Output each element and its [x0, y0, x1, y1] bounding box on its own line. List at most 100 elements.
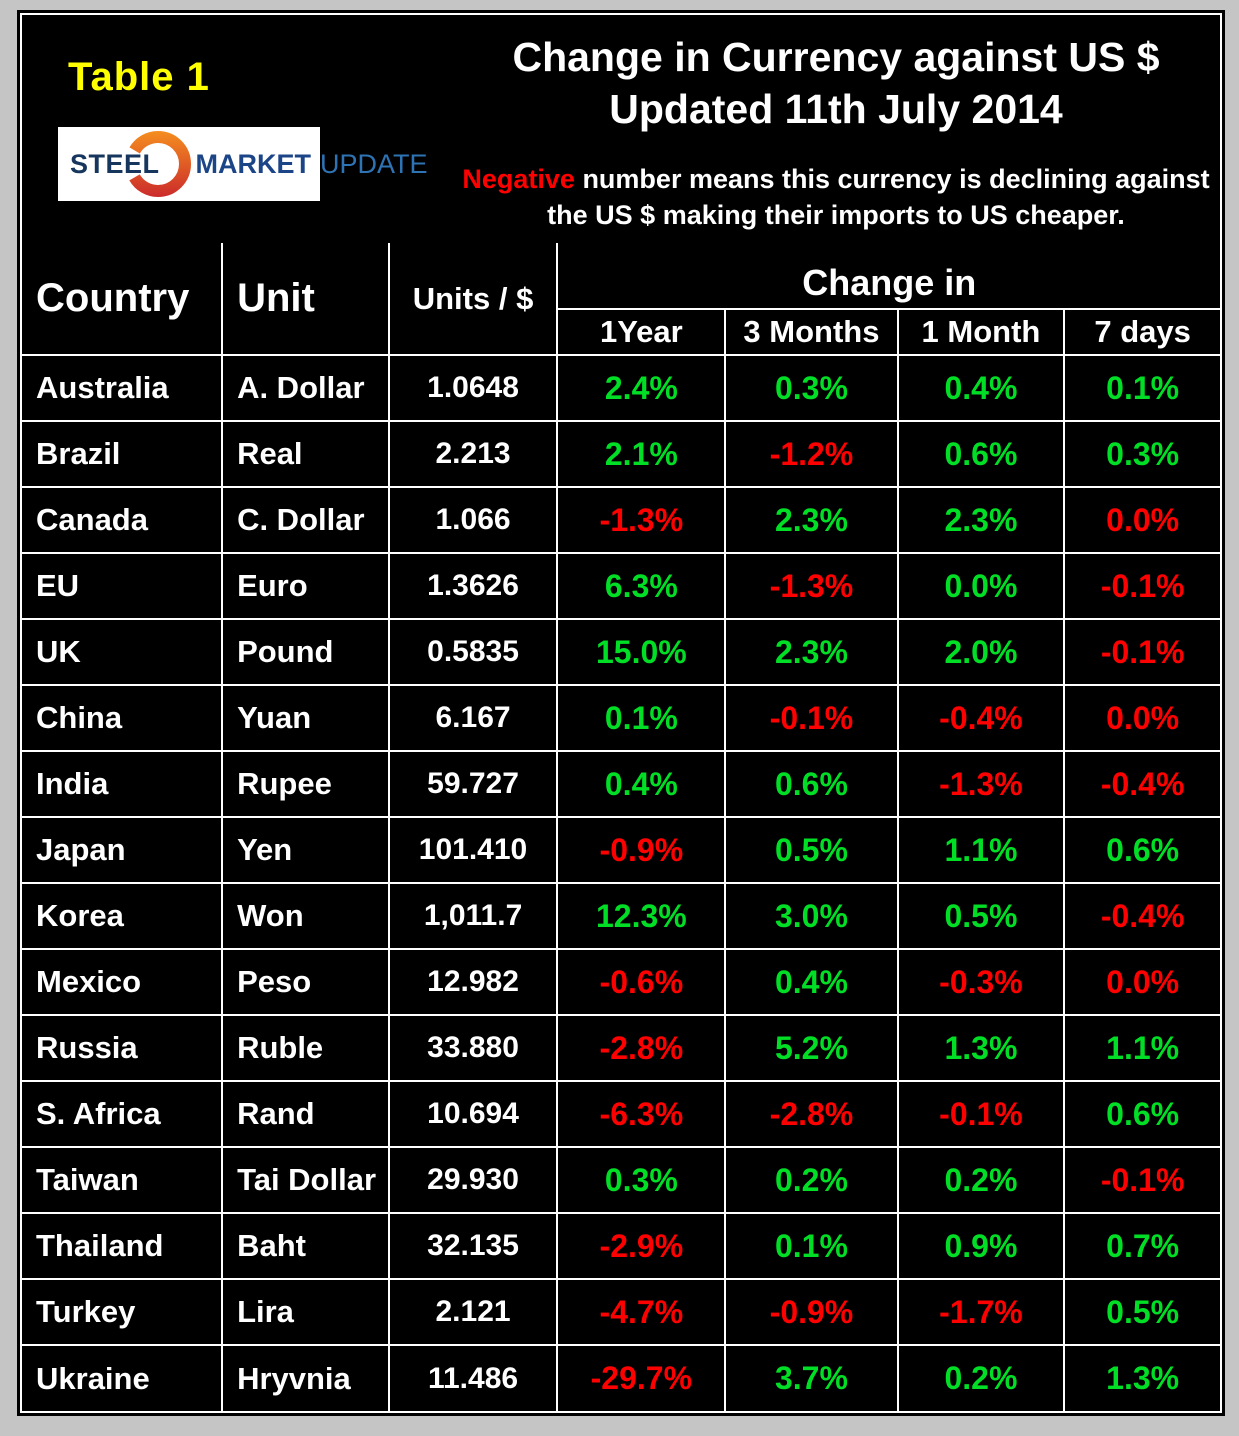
table-card: Table 1 STEEL MARKET UPDATE: [17, 10, 1225, 1416]
country-cell: UK: [20, 618, 224, 686]
change-cell: 0.2%: [896, 1146, 1066, 1214]
table-row: Brazil Real 2.213 2.1% -1.2% 0.6% 0.3%: [20, 420, 1221, 488]
logo-word-steel: STEEL: [70, 148, 160, 179]
change-cell: 0.3%: [1063, 420, 1221, 488]
change-cell: -0.9%: [724, 1278, 899, 1346]
table-row: Japan Yen 101.410 -0.9% 0.5% 1.1% 0.6%: [20, 816, 1221, 884]
units-per-dollar-cell: 1.0648: [387, 354, 559, 422]
col-header-1year: 1Year: [556, 308, 727, 356]
change-cell: 0.4%: [724, 948, 899, 1016]
change-cell: 1.3%: [896, 1014, 1066, 1082]
change-cell: 0.7%: [1063, 1212, 1221, 1280]
table-row: Canada C. Dollar 1.066 -1.3% 2.3% 2.3% 0.0%: [20, 486, 1221, 554]
unit-cell: Hryvnia: [221, 1344, 390, 1412]
change-cell: 0.6%: [724, 750, 899, 818]
change-cell: -0.1%: [724, 684, 899, 752]
country-cell: Canada: [20, 486, 224, 554]
change-cell: -2.9%: [556, 1212, 727, 1280]
country-cell: S. Africa: [20, 1080, 224, 1148]
table-row: Turkey Lira 2.121 -4.7% -0.9% -1.7% 0.5%: [20, 1278, 1221, 1346]
table-row: India Rupee 59.727 0.4% 0.6% -1.3% -0.4%: [20, 750, 1221, 818]
col-header-units-per-dollar: Units / $: [387, 242, 559, 356]
change-cell: -0.1%: [896, 1080, 1066, 1148]
change-cell: 2.1%: [556, 420, 727, 488]
units-per-dollar-cell: 6.167: [387, 684, 559, 752]
change-cell: 0.4%: [896, 354, 1066, 422]
change-cell: -0.1%: [1063, 1146, 1221, 1214]
country-cell: Mexico: [20, 948, 224, 1016]
change-cell: 3.0%: [724, 882, 899, 950]
title-line-2: Updated 11th July 2014: [609, 86, 1063, 133]
table-row: Thailand Baht 32.135 -2.9% 0.1% 0.9% 0.7%: [20, 1212, 1221, 1280]
unit-cell: Rupee: [221, 750, 390, 818]
units-per-dollar-cell: 2.121: [387, 1278, 559, 1346]
change-cell: 1.1%: [896, 816, 1066, 884]
note-text: number means this currency is declining …: [547, 163, 1210, 230]
change-cell: 0.1%: [1063, 354, 1221, 422]
change-cell: 2.3%: [724, 618, 899, 686]
units-per-dollar-cell: 11.486: [387, 1344, 559, 1412]
table-row: Australia A. Dollar 1.0648 2.4% 0.3% 0.4% 0.1%: [20, 354, 1221, 422]
change-cell: -2.8%: [556, 1014, 727, 1082]
change-cell: 0.3%: [556, 1146, 727, 1214]
change-cell: -0.3%: [896, 948, 1066, 1016]
change-cell: 0.5%: [896, 882, 1066, 950]
change-cell: 12.3%: [556, 882, 727, 950]
table-row: Mexico Peso 12.982 -0.6% 0.4% -0.3% 0.0%: [20, 948, 1221, 1016]
title-line-1: Change in Currency against US $: [512, 34, 1160, 80]
table-row: Taiwan Tai Dollar 29.930 0.3% 0.2% 0.2% -0.1%: [20, 1146, 1221, 1214]
change-cell: -0.4%: [896, 684, 1066, 752]
change-cell: 2.3%: [724, 486, 899, 554]
change-cell: 0.5%: [724, 816, 899, 884]
currency-table: Country Unit Units / $ Change in 1Year 3…: [20, 242, 1221, 1412]
change-cell: -1.3%: [896, 750, 1066, 818]
header-area: Table 1 STEEL MARKET UPDATE: [22, 15, 1220, 243]
logo-word-market: MARKET: [195, 148, 312, 179]
change-cell: 0.1%: [724, 1212, 899, 1280]
change-cell: 0.0%: [1063, 486, 1221, 554]
unit-cell: Tai Dollar: [221, 1146, 390, 1214]
country-cell: Taiwan: [20, 1146, 224, 1214]
units-per-dollar-cell: 101.410: [387, 816, 559, 884]
unit-cell: Ruble: [221, 1014, 390, 1082]
col-header-change-in: Change in: [556, 242, 1221, 310]
col-header-1month: 1 Month: [896, 308, 1066, 356]
unit-cell: Lira: [221, 1278, 390, 1346]
unit-cell: A. Dollar: [221, 354, 390, 422]
change-cell: -1.7%: [896, 1278, 1066, 1346]
units-per-dollar-cell: 32.135: [387, 1212, 559, 1280]
header-right: Change in Currency against US $ Updated …: [452, 15, 1220, 243]
change-cell: -6.3%: [556, 1080, 727, 1148]
table-row: S. Africa Rand 10.694 -6.3% -2.8% -0.1% 0.6%: [20, 1080, 1221, 1148]
country-cell: Korea: [20, 882, 224, 950]
units-per-dollar-cell: 1.3626: [387, 552, 559, 620]
unit-cell: Won: [221, 882, 390, 950]
table-row: China Yuan 6.167 0.1% -0.1% -0.4% 0.0%: [20, 684, 1221, 752]
units-per-dollar-cell: 29.930: [387, 1146, 559, 1214]
change-cell: 0.1%: [556, 684, 727, 752]
col-header-country: Country: [20, 242, 224, 356]
col-header-7days: 7 days: [1063, 308, 1221, 356]
unit-cell: Peso: [221, 948, 390, 1016]
note-highlight: Negative: [462, 163, 575, 194]
change-cell: 0.6%: [1063, 816, 1221, 884]
units-per-dollar-cell: 0.5835: [387, 618, 559, 686]
country-cell: Thailand: [20, 1212, 224, 1280]
change-cell: 0.2%: [896, 1344, 1066, 1412]
change-cell: 0.5%: [1063, 1278, 1221, 1346]
table-row: UK Pound 0.5835 15.0% 2.3% 2.0% -0.1%: [20, 618, 1221, 686]
change-cell: 2.4%: [556, 354, 727, 422]
units-per-dollar-cell: 10.694: [387, 1080, 559, 1148]
smu-swoosh-icon: [125, 131, 191, 197]
change-cell: 0.3%: [724, 354, 899, 422]
country-cell: Brazil: [20, 420, 224, 488]
change-cell: -1.2%: [724, 420, 899, 488]
table-card-inner: Table 1 STEEL MARKET UPDATE: [20, 13, 1222, 1413]
unit-cell: Rand: [221, 1080, 390, 1148]
table-label: Table 1: [68, 55, 210, 99]
page-title: Change in Currency against US $ Updated …: [452, 31, 1220, 136]
table-row: Ukraine Hryvnia 11.486 -29.7% 3.7% 0.2% 1.3%: [20, 1344, 1221, 1412]
change-cell: -0.9%: [556, 816, 727, 884]
unit-cell: Real: [221, 420, 390, 488]
country-cell: Ukraine: [20, 1344, 224, 1412]
